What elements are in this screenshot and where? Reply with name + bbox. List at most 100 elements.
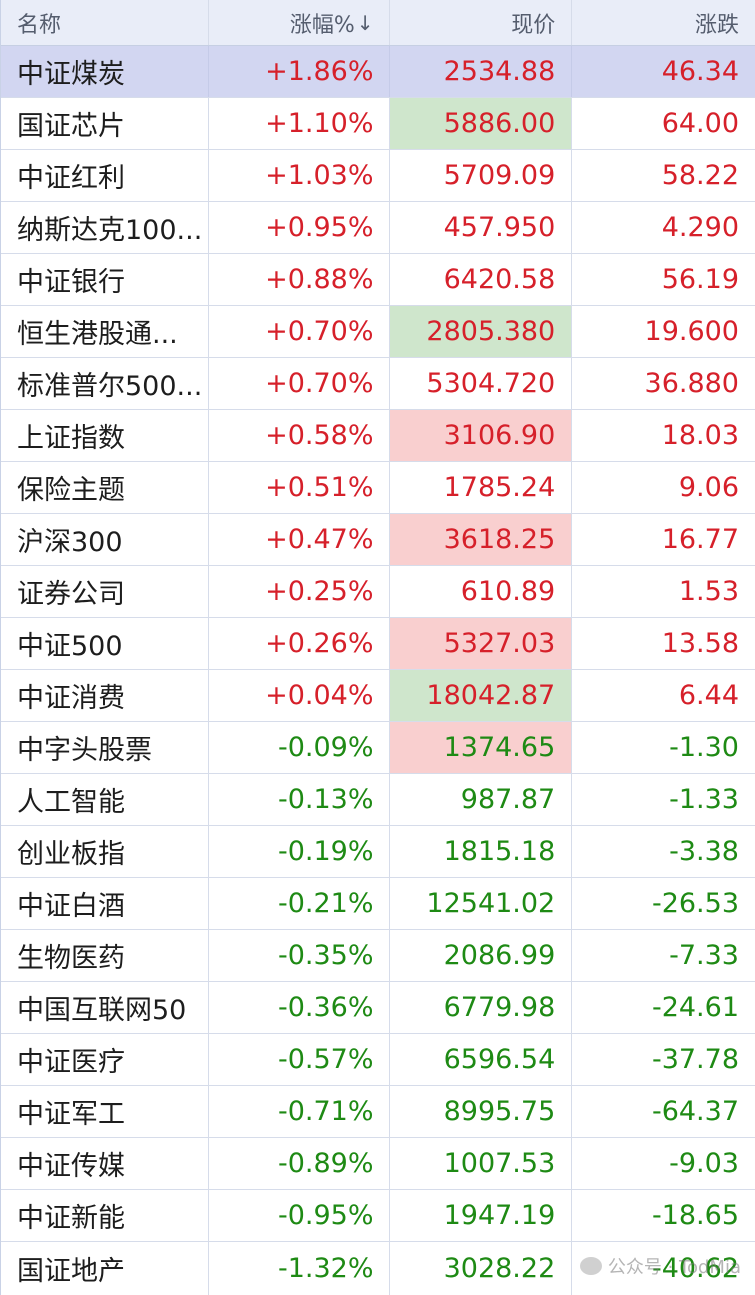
cell-pct-text: +0.95% (265, 212, 374, 243)
table-row[interactable]: 上证指数 +0.58% 3106.90 18.03 (1, 410, 755, 462)
cell-name: 中证传媒 (1, 1138, 209, 1189)
table-row[interactable]: 标准普尔500... +0.70% 5304.720 36.880 (1, 358, 755, 410)
table-row[interactable]: 创业板指 -0.19% 1815.18 -3.38 (1, 826, 755, 878)
column-header-change[interactable]: 涨跌 (572, 0, 755, 45)
cell-pct: +0.47% (209, 514, 391, 565)
cell-pct-text: +0.25% (265, 576, 374, 607)
cell-pct: +0.70% (209, 306, 391, 357)
table-row[interactable]: 国证芯片 +1.10% 5886.00 64.00 (1, 98, 755, 150)
cell-change: 9.06 (572, 462, 755, 513)
cell-change: -37.78 (572, 1034, 755, 1085)
cell-name: 沪深300 (1, 514, 209, 565)
cell-change: -40.62 (572, 1242, 755, 1295)
cell-name: 恒生港股通... (1, 306, 209, 357)
table-row[interactable]: 国证地产 -1.32% 3028.22 -40.62 (1, 1242, 755, 1295)
cell-pct-text: +0.26% (265, 628, 374, 659)
cell-pct: +0.51% (209, 462, 391, 513)
cell-change: -64.37 (572, 1086, 755, 1137)
cell-change-text: -37.78 (651, 1044, 739, 1075)
cell-price-text: 610.89 (460, 576, 556, 607)
cell-name: 国证芯片 (1, 98, 209, 149)
cell-price-text: 5304.720 (426, 368, 556, 399)
table-row[interactable]: 中证传媒 -0.89% 1007.53 -9.03 (1, 1138, 755, 1190)
table-row[interactable]: 纳斯达克100... +0.95% 457.950 4.290 (1, 202, 755, 254)
sort-descending-icon: ↓ (356, 10, 374, 35)
cell-change: -24.61 (572, 982, 755, 1033)
cell-name-text: 国证芯片 (17, 111, 125, 142)
cell-price: 1815.18 (390, 826, 573, 877)
cell-price-text: 5709.09 (443, 160, 556, 191)
cell-change: 19.600 (572, 306, 755, 357)
cell-pct: +0.25% (209, 566, 391, 617)
cell-change: -1.30 (572, 722, 755, 773)
table-row[interactable]: 中证银行 +0.88% 6420.58 56.19 (1, 254, 755, 306)
cell-pct: +1.86% (209, 46, 391, 97)
table-row[interactable]: 证券公司 +0.25% 610.89 1.53 (1, 566, 755, 618)
cell-pct-text: -0.36% (277, 992, 374, 1023)
cell-price: 987.87 (390, 774, 573, 825)
table-row[interactable]: 沪深300 +0.47% 3618.25 16.77 (1, 514, 755, 566)
cell-price: 18042.87 (390, 670, 573, 721)
table-row[interactable]: 保险主题 +0.51% 1785.24 9.06 (1, 462, 755, 514)
cell-price: 1947.19 (390, 1190, 573, 1241)
cell-pct-text: +1.10% (265, 108, 374, 139)
cell-change-text: 1.53 (678, 576, 739, 607)
cell-price-text: 3618.25 (443, 524, 556, 555)
table-row[interactable]: 中国互联网50 -0.36% 6779.98 -24.61 (1, 982, 755, 1034)
table-row[interactable]: 恒生港股通... +0.70% 2805.380 19.600 (1, 306, 755, 358)
table-row[interactable]: 中证消费 +0.04% 18042.87 6.44 (1, 670, 755, 722)
cell-price: 5304.720 (390, 358, 573, 409)
column-header-price[interactable]: 现价 (390, 0, 573, 45)
cell-price-text: 1374.65 (443, 732, 556, 763)
cell-change: 4.290 (572, 202, 755, 253)
table-row[interactable]: 中证白酒 -0.21% 12541.02 -26.53 (1, 878, 755, 930)
cell-price-text: 6596.54 (443, 1044, 556, 1075)
cell-change-text: 46.34 (661, 56, 739, 87)
cell-name: 中证白酒 (1, 878, 209, 929)
cell-pct-text: -0.57% (277, 1044, 374, 1075)
column-header-pct[interactable]: 涨幅% ↓ (209, 0, 391, 45)
table-row[interactable]: 人工智能 -0.13% 987.87 -1.33 (1, 774, 755, 826)
table-row[interactable]: 中证医疗 -0.57% 6596.54 -37.78 (1, 1034, 755, 1086)
column-header-change-label: 涨跌 (694, 12, 739, 38)
cell-pct-text: -0.09% (277, 732, 374, 763)
cell-pct: -1.32% (209, 1242, 391, 1295)
cell-name-text: 中国互联网50 (17, 995, 187, 1026)
cell-name-text: 上证指数 (17, 423, 125, 454)
cell-change: 46.34 (572, 46, 755, 97)
column-header-name[interactable]: 名称 (1, 0, 209, 45)
cell-pct-text: -0.13% (277, 784, 374, 815)
cell-price-text: 2086.99 (443, 940, 556, 971)
table-row[interactable]: 生物医药 -0.35% 2086.99 -7.33 (1, 930, 755, 982)
cell-change-text: -24.61 (651, 992, 739, 1023)
cell-name: 中证医疗 (1, 1034, 209, 1085)
cell-name-text: 证券公司 (17, 579, 125, 610)
cell-name-text: 中证军工 (17, 1099, 125, 1130)
table-row[interactable]: 中证煤炭 +1.86% 2534.88 46.34 (1, 46, 755, 98)
cell-change-text: -7.33 (669, 940, 739, 971)
cell-name: 标准普尔500... (1, 358, 209, 409)
cell-name: 证券公司 (1, 566, 209, 617)
cell-price-text: 6420.58 (443, 264, 556, 295)
table-row[interactable]: 中证红利 +1.03% 5709.09 58.22 (1, 150, 755, 202)
cell-name-text: 标准普尔500... (17, 371, 203, 402)
cell-name-text: 中证500 (17, 631, 123, 662)
cell-pct: -0.19% (209, 826, 391, 877)
table-row[interactable]: 中证军工 -0.71% 8995.75 -64.37 (1, 1086, 755, 1138)
cell-pct: -0.89% (209, 1138, 391, 1189)
cell-pct-text: -0.71% (277, 1096, 374, 1127)
cell-name-text: 纳斯达克100... (17, 215, 203, 246)
table-row[interactable]: 中证新能 -0.95% 1947.19 -18.65 (1, 1190, 755, 1242)
cell-pct-text: +0.58% (265, 420, 374, 451)
table-row[interactable]: 中字头股票 -0.09% 1374.65 -1.30 (1, 722, 755, 774)
cell-name-text: 恒生港股通... (17, 319, 178, 350)
cell-pct-text: +0.70% (265, 316, 374, 347)
cell-price: 5327.03 (390, 618, 573, 669)
cell-change: 64.00 (572, 98, 755, 149)
cell-pct-text: +0.88% (265, 264, 374, 295)
cell-name: 中证军工 (1, 1086, 209, 1137)
table-row[interactable]: 中证500 +0.26% 5327.03 13.58 (1, 618, 755, 670)
cell-price-text: 3028.22 (443, 1253, 556, 1284)
cell-name-text: 中证消费 (17, 683, 125, 714)
